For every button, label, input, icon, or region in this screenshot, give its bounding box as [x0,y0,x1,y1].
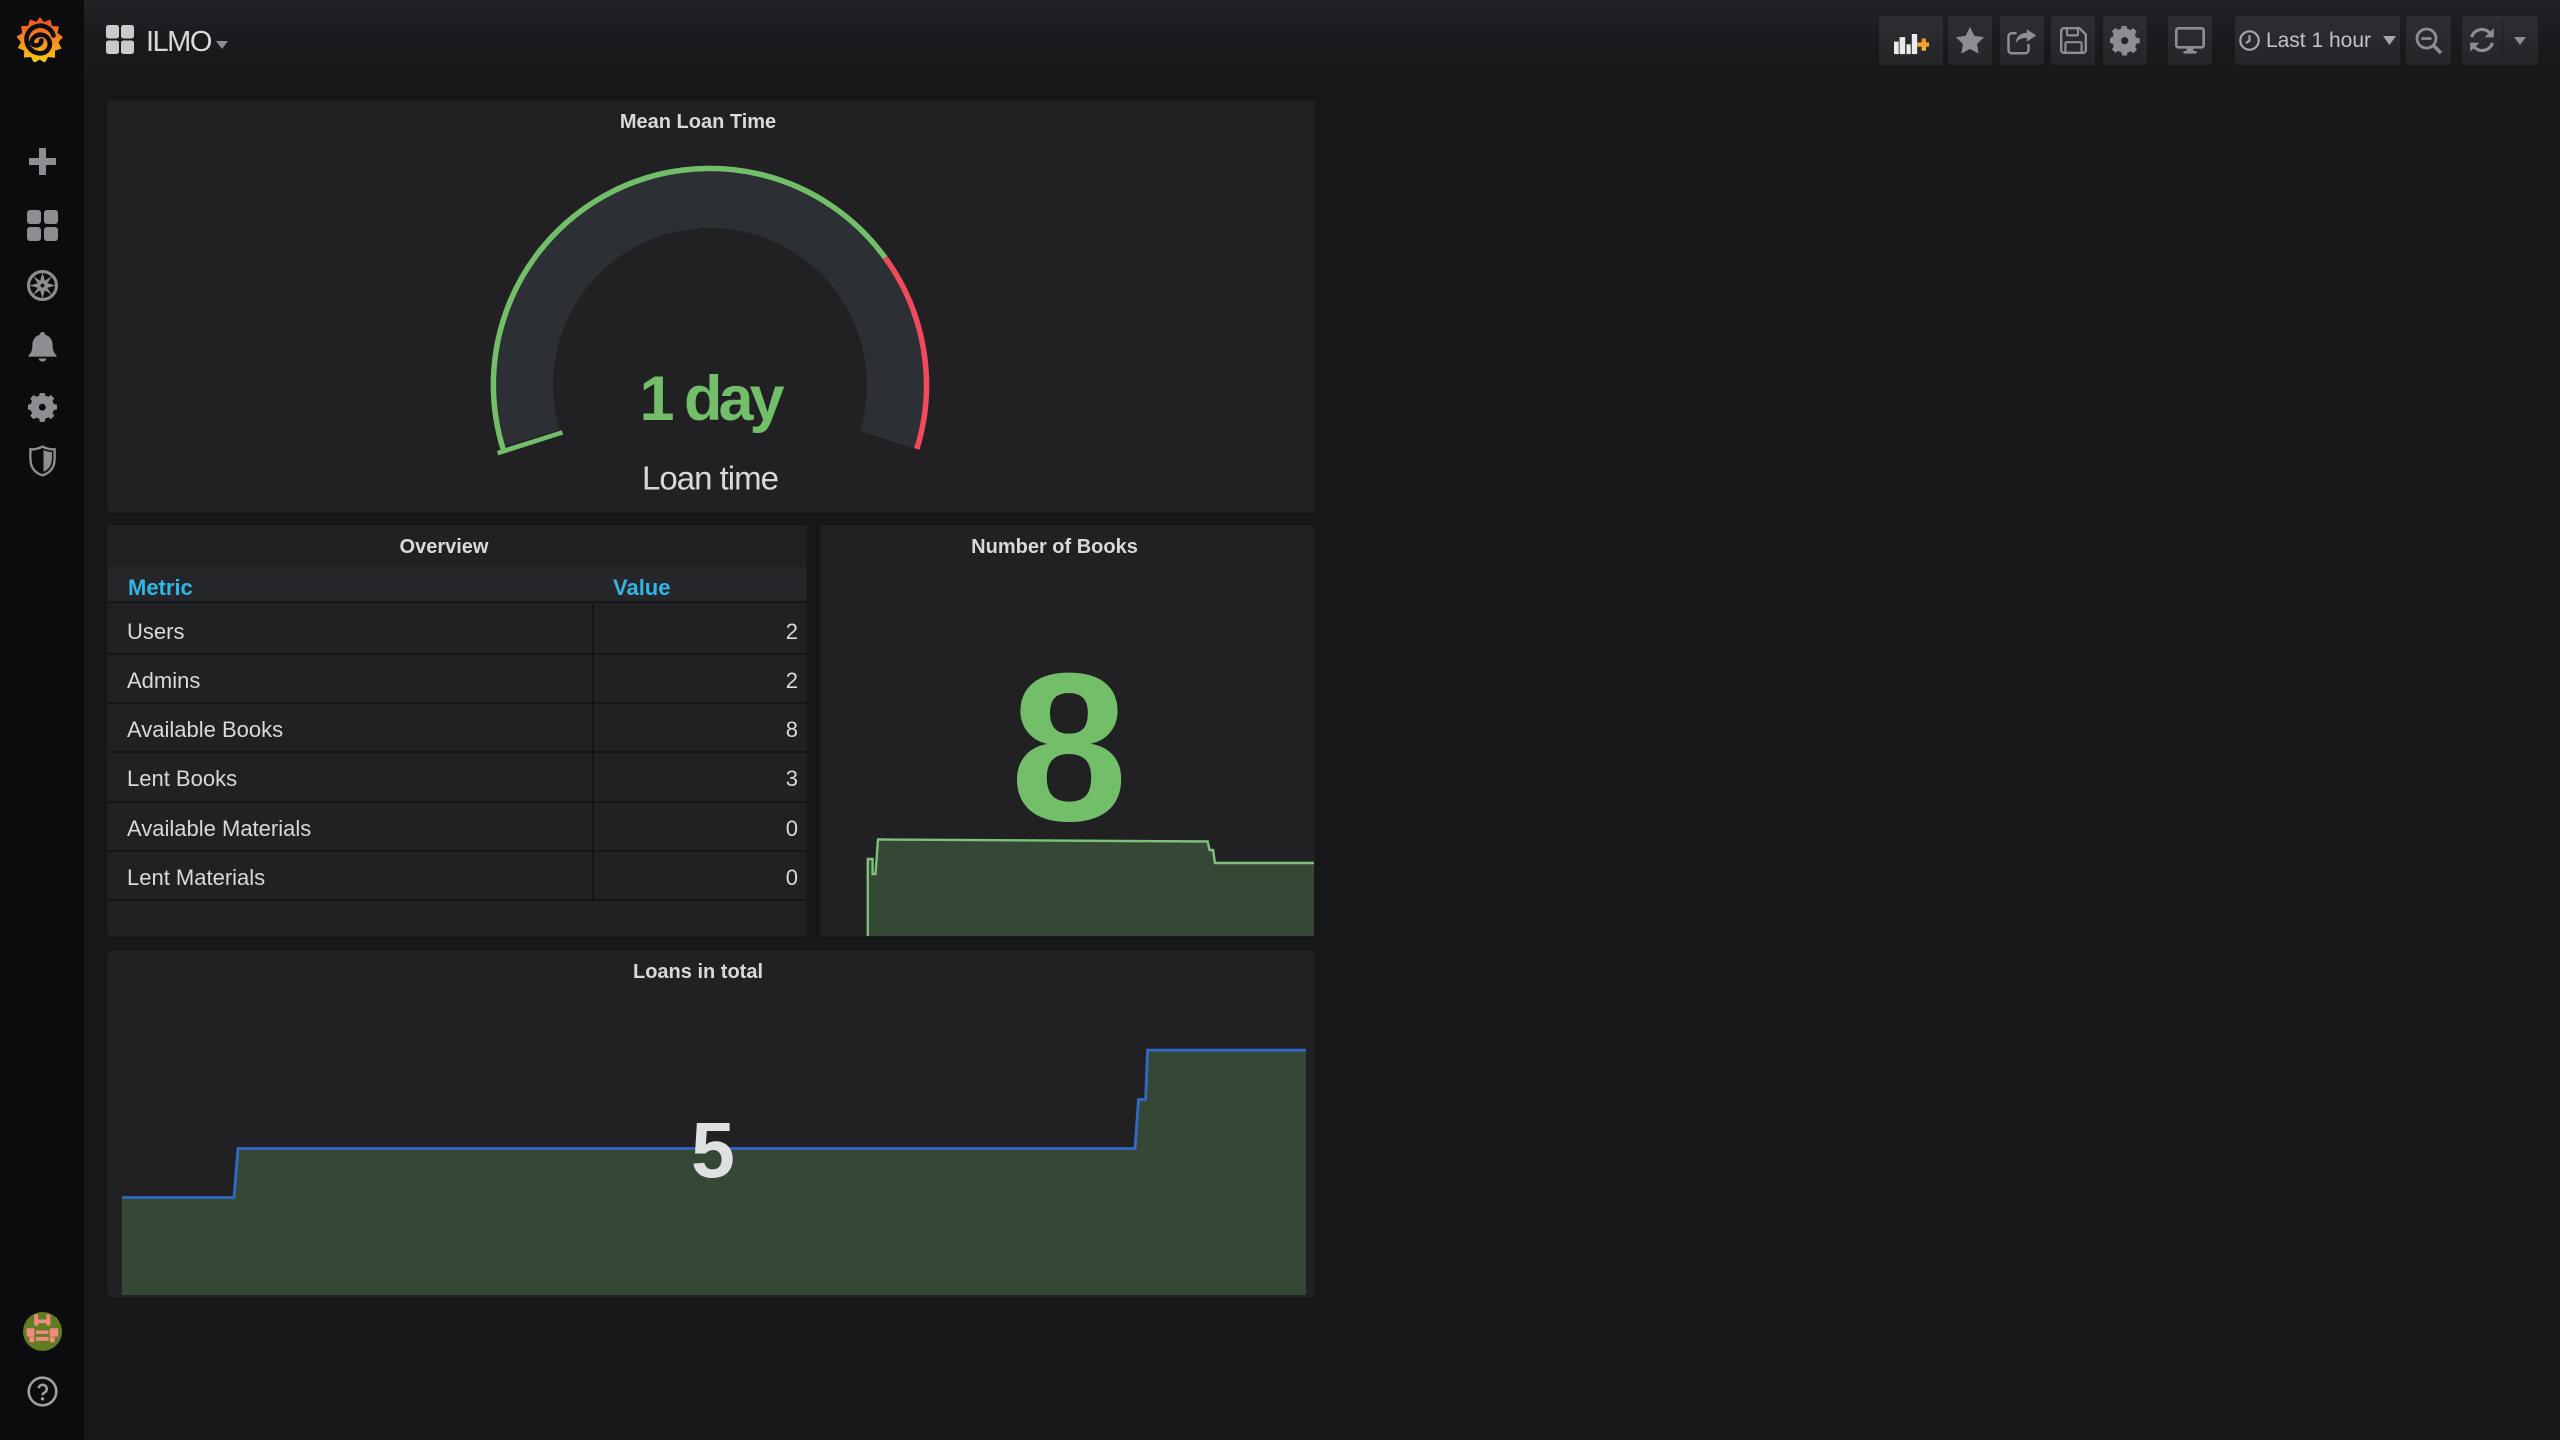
svg-text:8: 8 [1010,629,1127,865]
svg-text:1 day: 1 day [639,364,784,434]
svg-text:Loan time: Loan time [642,460,778,497]
svg-text:5: 5 [691,1105,735,1194]
